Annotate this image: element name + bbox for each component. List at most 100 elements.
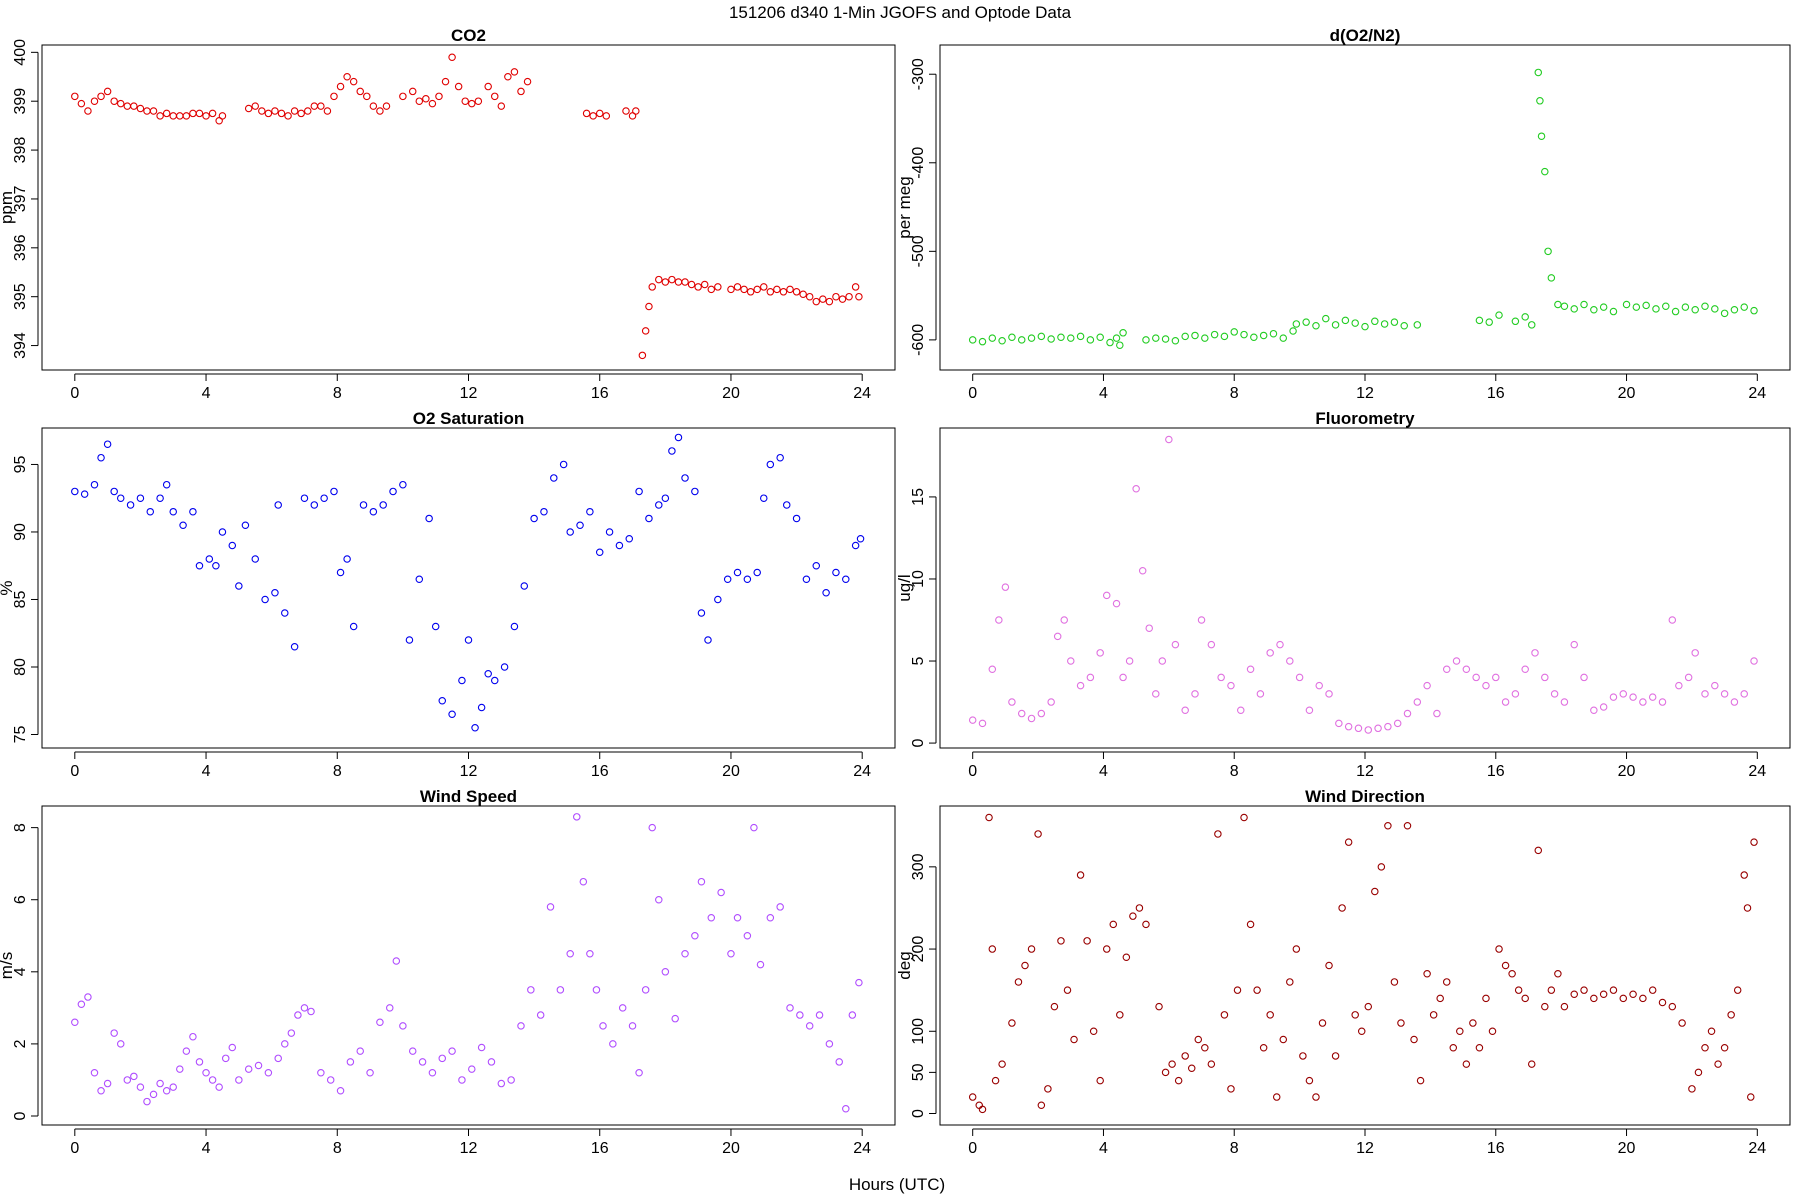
- data-point: [363, 92, 371, 101]
- data-point: [648, 823, 656, 832]
- data-point: [1544, 247, 1552, 256]
- data-point: [1452, 657, 1461, 665]
- data-point: [1237, 706, 1245, 715]
- data-point: [389, 487, 397, 496]
- data-point: [1541, 167, 1549, 176]
- data-point: [1521, 665, 1529, 673]
- data-point: [1165, 435, 1173, 444]
- data-point: [71, 92, 79, 101]
- data-point: [428, 99, 437, 108]
- data-point: [1305, 706, 1314, 715]
- data-point: [1390, 318, 1399, 326]
- data-point: [202, 112, 210, 120]
- data-point: [310, 102, 319, 110]
- y-tick-label: -500: [910, 235, 927, 267]
- data-point: [77, 1000, 86, 1008]
- data-point: [162, 109, 171, 118]
- data-point: [507, 1076, 515, 1084]
- data-point: [484, 82, 492, 91]
- data-point: [1727, 1011, 1735, 1019]
- data-point: [697, 877, 706, 886]
- data-point: [766, 288, 775, 296]
- data-point: [1246, 665, 1255, 673]
- data-point: [842, 1105, 850, 1113]
- data-point: [84, 993, 92, 1001]
- y-axis-label: ug/l: [895, 574, 914, 601]
- data-point: [527, 986, 535, 994]
- data-point: [484, 669, 492, 678]
- data-point: [1302, 318, 1310, 326]
- data-point: [490, 676, 499, 685]
- x-tick-label: 12: [460, 1140, 478, 1157]
- data-point: [1187, 1064, 1196, 1073]
- y-tick-label: -300: [910, 58, 927, 90]
- y-tick-label: 397: [12, 186, 29, 213]
- data-point: [212, 561, 220, 570]
- data-point: [1658, 698, 1667, 706]
- x-tick-label: 24: [1748, 385, 1766, 402]
- data-point: [116, 494, 125, 502]
- data-point: [1678, 1019, 1686, 1027]
- data-point: [369, 102, 378, 110]
- data-point: [1240, 813, 1248, 822]
- data-point: [123, 102, 132, 110]
- data-point: [625, 534, 634, 543]
- data-point: [323, 107, 332, 115]
- data-point: [1648, 986, 1657, 994]
- data-point: [1416, 1076, 1425, 1085]
- data-point: [369, 507, 378, 516]
- data-point: [1371, 317, 1379, 326]
- data-point: [968, 716, 977, 724]
- data-point: [517, 1022, 525, 1030]
- data-point: [441, 77, 450, 86]
- data-point: [602, 112, 611, 120]
- data-point: [1017, 336, 1026, 344]
- data-point: [300, 1004, 309, 1012]
- figure-title: 151206 d340 1-Min JGOFS and Optode Data: [729, 3, 1072, 22]
- data-point: [1338, 904, 1346, 912]
- data-point: [1531, 649, 1539, 657]
- plot-frame: [41, 427, 896, 749]
- data-point: [1057, 333, 1065, 341]
- data-point: [379, 501, 387, 509]
- y-axis-label: m/s: [0, 952, 16, 979]
- data-point: [1361, 322, 1369, 331]
- data-point: [1135, 904, 1144, 912]
- data-point: [1720, 1043, 1729, 1052]
- x-tick-label: 24: [853, 1140, 871, 1157]
- x-tick-label: 8: [333, 385, 342, 402]
- data-point: [1580, 300, 1588, 309]
- data-point: [317, 102, 325, 110]
- data-point: [746, 288, 755, 296]
- data-point: [681, 474, 689, 482]
- data-point: [599, 1022, 607, 1030]
- x-tick-label: 0: [70, 1140, 79, 1157]
- data-point: [691, 932, 699, 940]
- data-point: [1750, 657, 1758, 665]
- data-point: [733, 568, 742, 577]
- y-tick-label: 4: [12, 967, 29, 976]
- data-point: [504, 73, 512, 81]
- data-point: [1541, 673, 1549, 682]
- data-point: [978, 337, 987, 346]
- data-point: [1266, 1011, 1274, 1019]
- x-tick-label: 0: [968, 385, 977, 402]
- data-point: [1057, 937, 1065, 945]
- data-point: [1014, 978, 1023, 986]
- panel-title: CO2: [451, 26, 486, 45]
- x-tick-label: 20: [722, 763, 740, 780]
- y-tick-label: 396: [12, 234, 29, 261]
- data-point: [1331, 321, 1340, 329]
- data-point: [415, 97, 424, 105]
- data-point: [1580, 673, 1588, 682]
- y-tick-label: 399: [12, 88, 29, 115]
- data-point: [182, 1047, 191, 1055]
- data-point: [474, 97, 483, 105]
- data-point: [497, 1079, 506, 1088]
- data-point: [146, 507, 155, 516]
- data-point: [792, 288, 801, 296]
- data-point: [1547, 986, 1556, 994]
- data-point: [425, 514, 433, 523]
- data-point: [103, 440, 112, 448]
- data-point: [661, 494, 670, 502]
